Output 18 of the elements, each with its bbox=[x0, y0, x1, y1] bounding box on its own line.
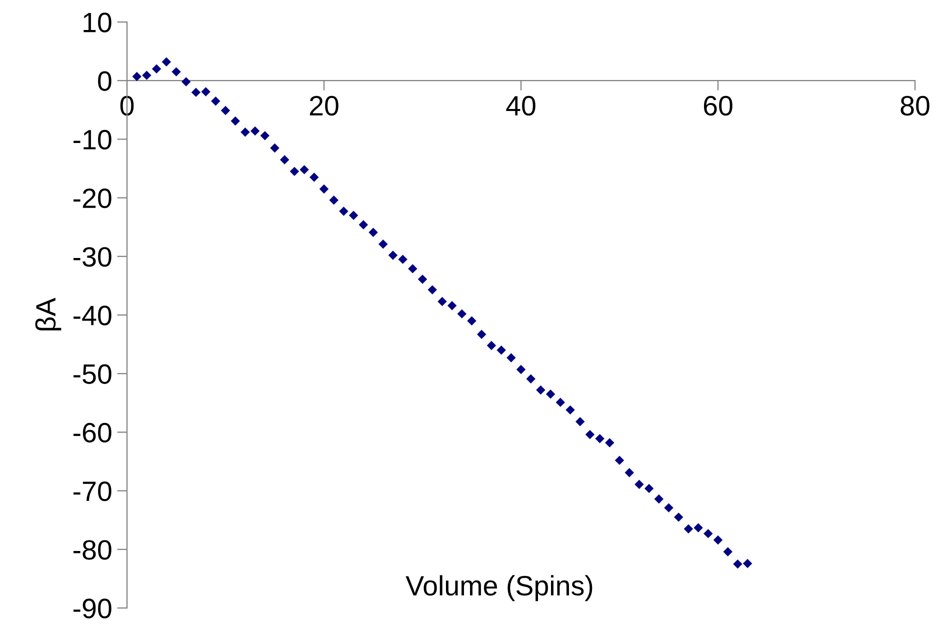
y-tick-label: -90 bbox=[74, 598, 112, 618]
y-tick-label: -60 bbox=[74, 422, 112, 443]
y-tick-label: 10 bbox=[84, 12, 112, 32]
y-axis-title: βA bbox=[35, 298, 62, 330]
x-tick-label: 40 bbox=[506, 96, 536, 116]
x-tick-label: 80 bbox=[900, 96, 930, 116]
y-tick-label: -70 bbox=[74, 481, 112, 502]
x-axis-title: Volume (Spins) bbox=[406, 575, 592, 602]
y-tick-label: 0 bbox=[98, 71, 112, 91]
y-tick-label: -80 bbox=[74, 540, 112, 560]
x-tick-label: 20 bbox=[310, 96, 338, 116]
y-tick-label: -50 bbox=[74, 364, 112, 384]
y-tick-label: -20 bbox=[74, 188, 112, 208]
x-tick-label: 0 bbox=[120, 96, 134, 116]
x-tick-label: 60 bbox=[704, 96, 732, 116]
y-tick-label: -30 bbox=[74, 247, 112, 267]
y-tick-label: -10 bbox=[74, 130, 112, 150]
y-tick-label: -40 bbox=[74, 306, 112, 326]
